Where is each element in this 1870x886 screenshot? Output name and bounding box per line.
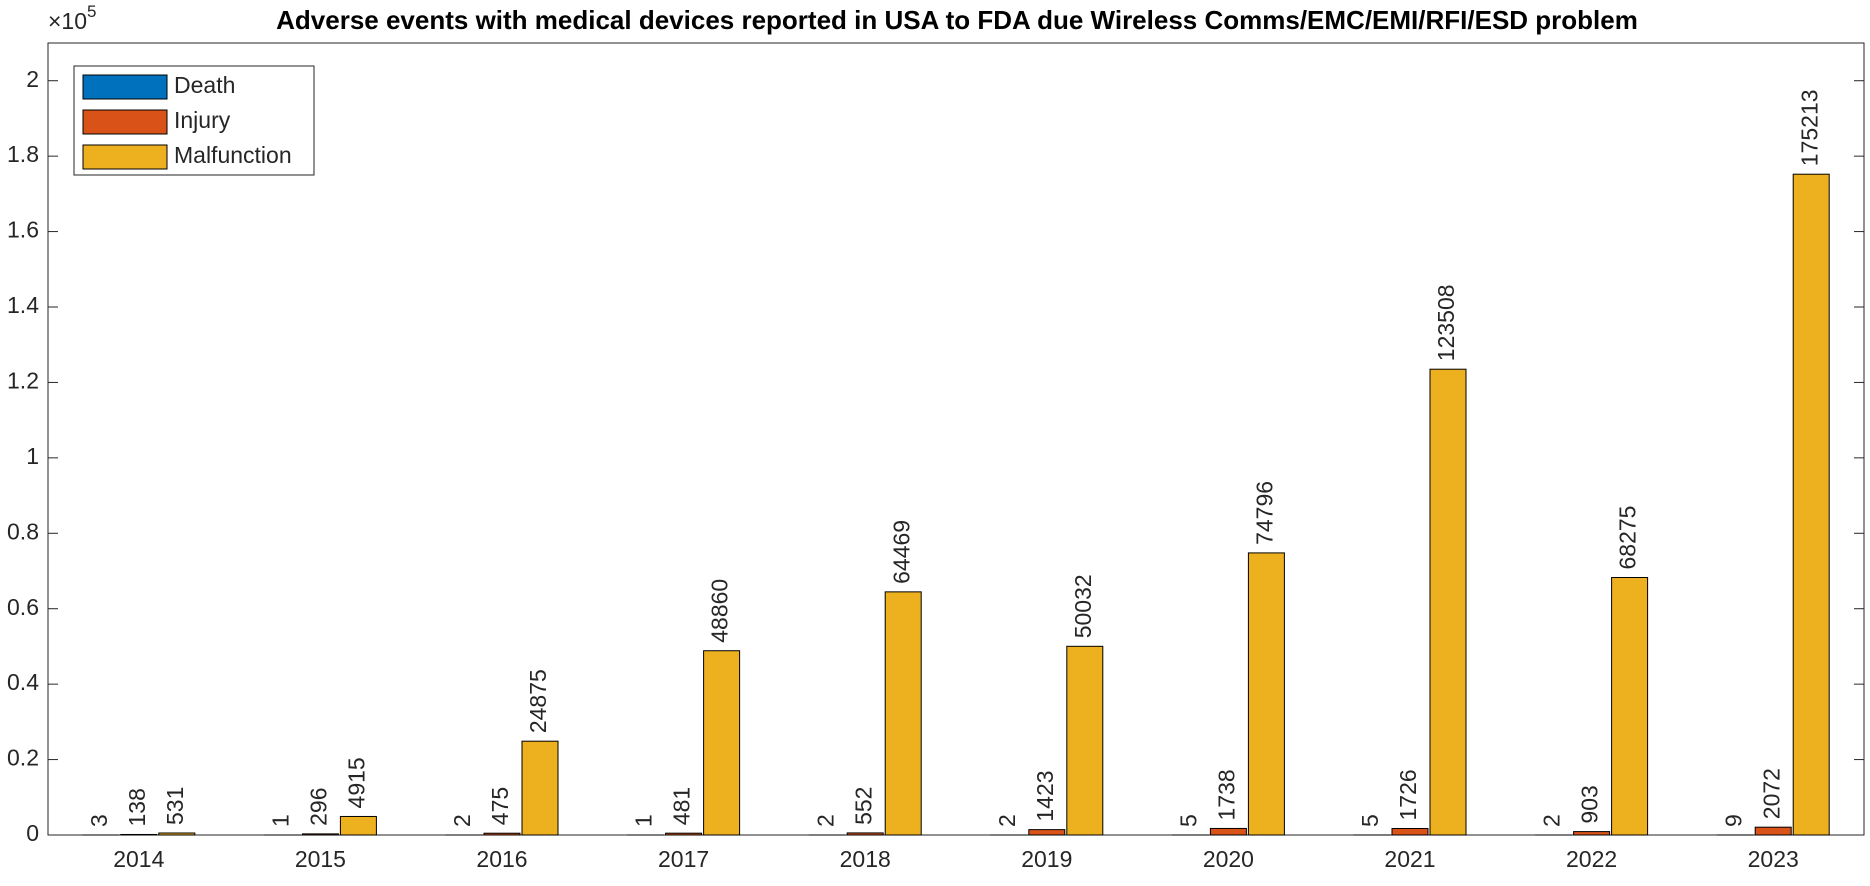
bar	[1391, 827, 1429, 836]
bar	[1209, 827, 1247, 836]
y-tick-label: 0	[26, 820, 39, 846]
data-label: 123508	[1433, 284, 1459, 361]
chart-title: Adverse events with medical devices repo…	[276, 5, 1638, 35]
data-label: 50032	[1070, 574, 1096, 638]
legend-swatch	[82, 109, 168, 135]
data-label: 175213	[1796, 89, 1822, 166]
bar	[665, 832, 703, 836]
data-label: 68275	[1615, 506, 1641, 570]
data-label: 552	[850, 787, 876, 825]
y-tick-label: 0.8	[7, 518, 39, 544]
x-tick-label: 2020	[1203, 846, 1254, 872]
y-tick-label: 1.6	[7, 217, 39, 243]
data-label: 2	[449, 814, 475, 827]
legend-label: Injury	[174, 107, 231, 133]
bar	[1611, 577, 1649, 836]
bar	[158, 832, 196, 836]
legend-swatch	[82, 74, 168, 100]
data-label: 9	[1720, 814, 1746, 827]
bar	[301, 833, 339, 836]
y-tick-label: 1	[26, 443, 39, 469]
data-label: 2	[994, 814, 1020, 827]
data-label: 1726	[1395, 769, 1421, 820]
bar	[1573, 831, 1611, 836]
data-label: 296	[305, 788, 331, 826]
data-label: 2	[1539, 814, 1565, 827]
y-tick-label: 0.4	[7, 669, 39, 695]
bar	[483, 832, 521, 836]
y-tick-label: 1.4	[7, 292, 39, 318]
x-tick-label: 2019	[1021, 846, 1072, 872]
bar	[120, 833, 158, 836]
bar	[1792, 173, 1830, 836]
data-label: 903	[1577, 785, 1603, 823]
data-label: 2	[812, 814, 838, 827]
bar	[703, 650, 741, 836]
x-tick-label: 2023	[1748, 846, 1799, 872]
data-label: 64469	[888, 520, 914, 584]
legend-label: Death	[174, 72, 235, 98]
legend-swatch	[82, 144, 168, 170]
data-label: 48860	[707, 579, 733, 643]
data-label: 475	[487, 787, 513, 825]
bar	[1066, 645, 1104, 836]
x-tick-label: 2021	[1384, 846, 1435, 872]
x-tick-label: 2017	[658, 846, 709, 872]
x-tick-label: 2022	[1566, 846, 1617, 872]
data-label: 5	[1175, 814, 1201, 827]
bar	[339, 815, 377, 836]
data-label: 74796	[1251, 481, 1277, 545]
data-label: 1738	[1213, 769, 1239, 820]
bar	[1028, 829, 1066, 836]
bar	[846, 832, 884, 836]
bar	[1754, 826, 1792, 836]
x-tick-label: 2015	[295, 846, 346, 872]
bar	[521, 740, 559, 836]
y-tick-label: 1.2	[7, 368, 39, 394]
data-label: 4915	[343, 757, 369, 808]
data-label: 2072	[1758, 768, 1784, 819]
y-tick-label: 2	[26, 66, 39, 92]
x-tick-label: 2018	[840, 846, 891, 872]
y-tick-label: 0.6	[7, 594, 39, 620]
data-label: 3	[86, 814, 112, 827]
data-label: 1423	[1032, 770, 1058, 821]
data-label: 481	[669, 787, 695, 825]
y-multiplier-exponent: 5	[87, 2, 96, 21]
data-label: 24875	[525, 669, 551, 733]
x-tick-label: 2016	[476, 846, 527, 872]
data-label: 1	[631, 814, 657, 827]
y-multiplier-base: ×10	[48, 8, 87, 34]
bar	[884, 591, 922, 836]
bar	[1247, 552, 1285, 836]
y-tick-label: 0.2	[7, 745, 39, 771]
y-tick-label: 1.8	[7, 141, 39, 167]
data-label: 1	[267, 814, 293, 827]
plot-area	[47, 42, 1865, 836]
bar	[1429, 368, 1467, 836]
y-multiplier: ×105	[48, 2, 96, 34]
data-label: 138	[124, 788, 150, 826]
legend-label: Malfunction	[174, 142, 292, 168]
x-tick-label: 2014	[113, 846, 164, 872]
data-label: 5	[1357, 814, 1383, 827]
data-label: 531	[162, 787, 188, 825]
